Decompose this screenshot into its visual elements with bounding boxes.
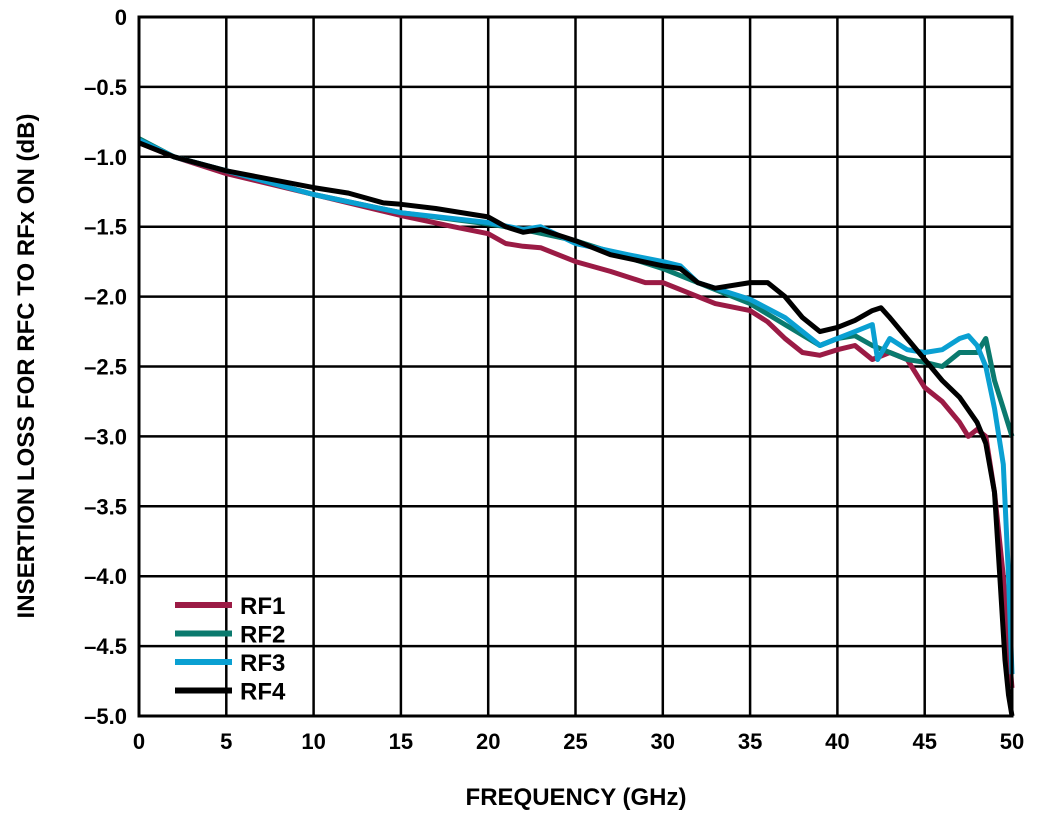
x-tick-label: 5 <box>220 729 232 754</box>
x-axis-label: FREQUENCY (GHz) <box>466 784 687 811</box>
legend-label: RF3 <box>240 650 285 677</box>
y-tick-label: –2.0 <box>84 285 127 310</box>
y-tick-label: –0.5 <box>84 75 127 100</box>
x-tick-label: 15 <box>389 729 413 754</box>
x-tick-label: 35 <box>738 729 762 754</box>
series-line-rf4 <box>138 140 1015 717</box>
series-line-rf1 <box>138 140 1015 689</box>
y-tick-labels: 0 –0.5 –1.0 –1.5 –2.0 –2.5 –3.0 –3.5 –4.0 –4.5 –5.… <box>84 5 127 729</box>
y-tick-label: –1.0 <box>84 145 127 170</box>
y-tick-label: –4.0 <box>84 564 127 589</box>
x-tick-label: 50 <box>1000 729 1024 754</box>
legend-label: RF4 <box>240 679 286 706</box>
y-tick-label: 0 <box>115 5 127 30</box>
y-tick-label: –3.5 <box>84 494 127 519</box>
x-tick-labels: 0 5 10 15 20 25 30 35 40 45 50 <box>133 729 1024 754</box>
y-tick-label: –1.5 <box>84 215 127 240</box>
y-tick-label: –2.5 <box>84 355 127 380</box>
x-tick-label: 0 <box>133 729 145 754</box>
y-tick-label: –3.0 <box>84 424 127 449</box>
series-lines <box>137 136 1015 717</box>
x-tick-label: 40 <box>825 729 849 754</box>
x-tick-label: 10 <box>301 729 325 754</box>
x-tick-label: 45 <box>912 729 936 754</box>
series-line-rf3 <box>137 137 1015 675</box>
y-tick-label: –4.5 <box>84 634 127 659</box>
x-tick-label: 20 <box>476 729 500 754</box>
plot-frame <box>137 15 1014 718</box>
x-tick-label: 25 <box>563 729 587 754</box>
y-axis-label: INSERTION LOSS FOR RFC TO RFx ON (dB) <box>13 114 40 619</box>
legend-label: RF2 <box>240 622 285 649</box>
legend-label: RF1 <box>240 593 285 620</box>
y-tick-label: –5.0 <box>84 704 127 729</box>
x-tick-label: 30 <box>651 729 675 754</box>
